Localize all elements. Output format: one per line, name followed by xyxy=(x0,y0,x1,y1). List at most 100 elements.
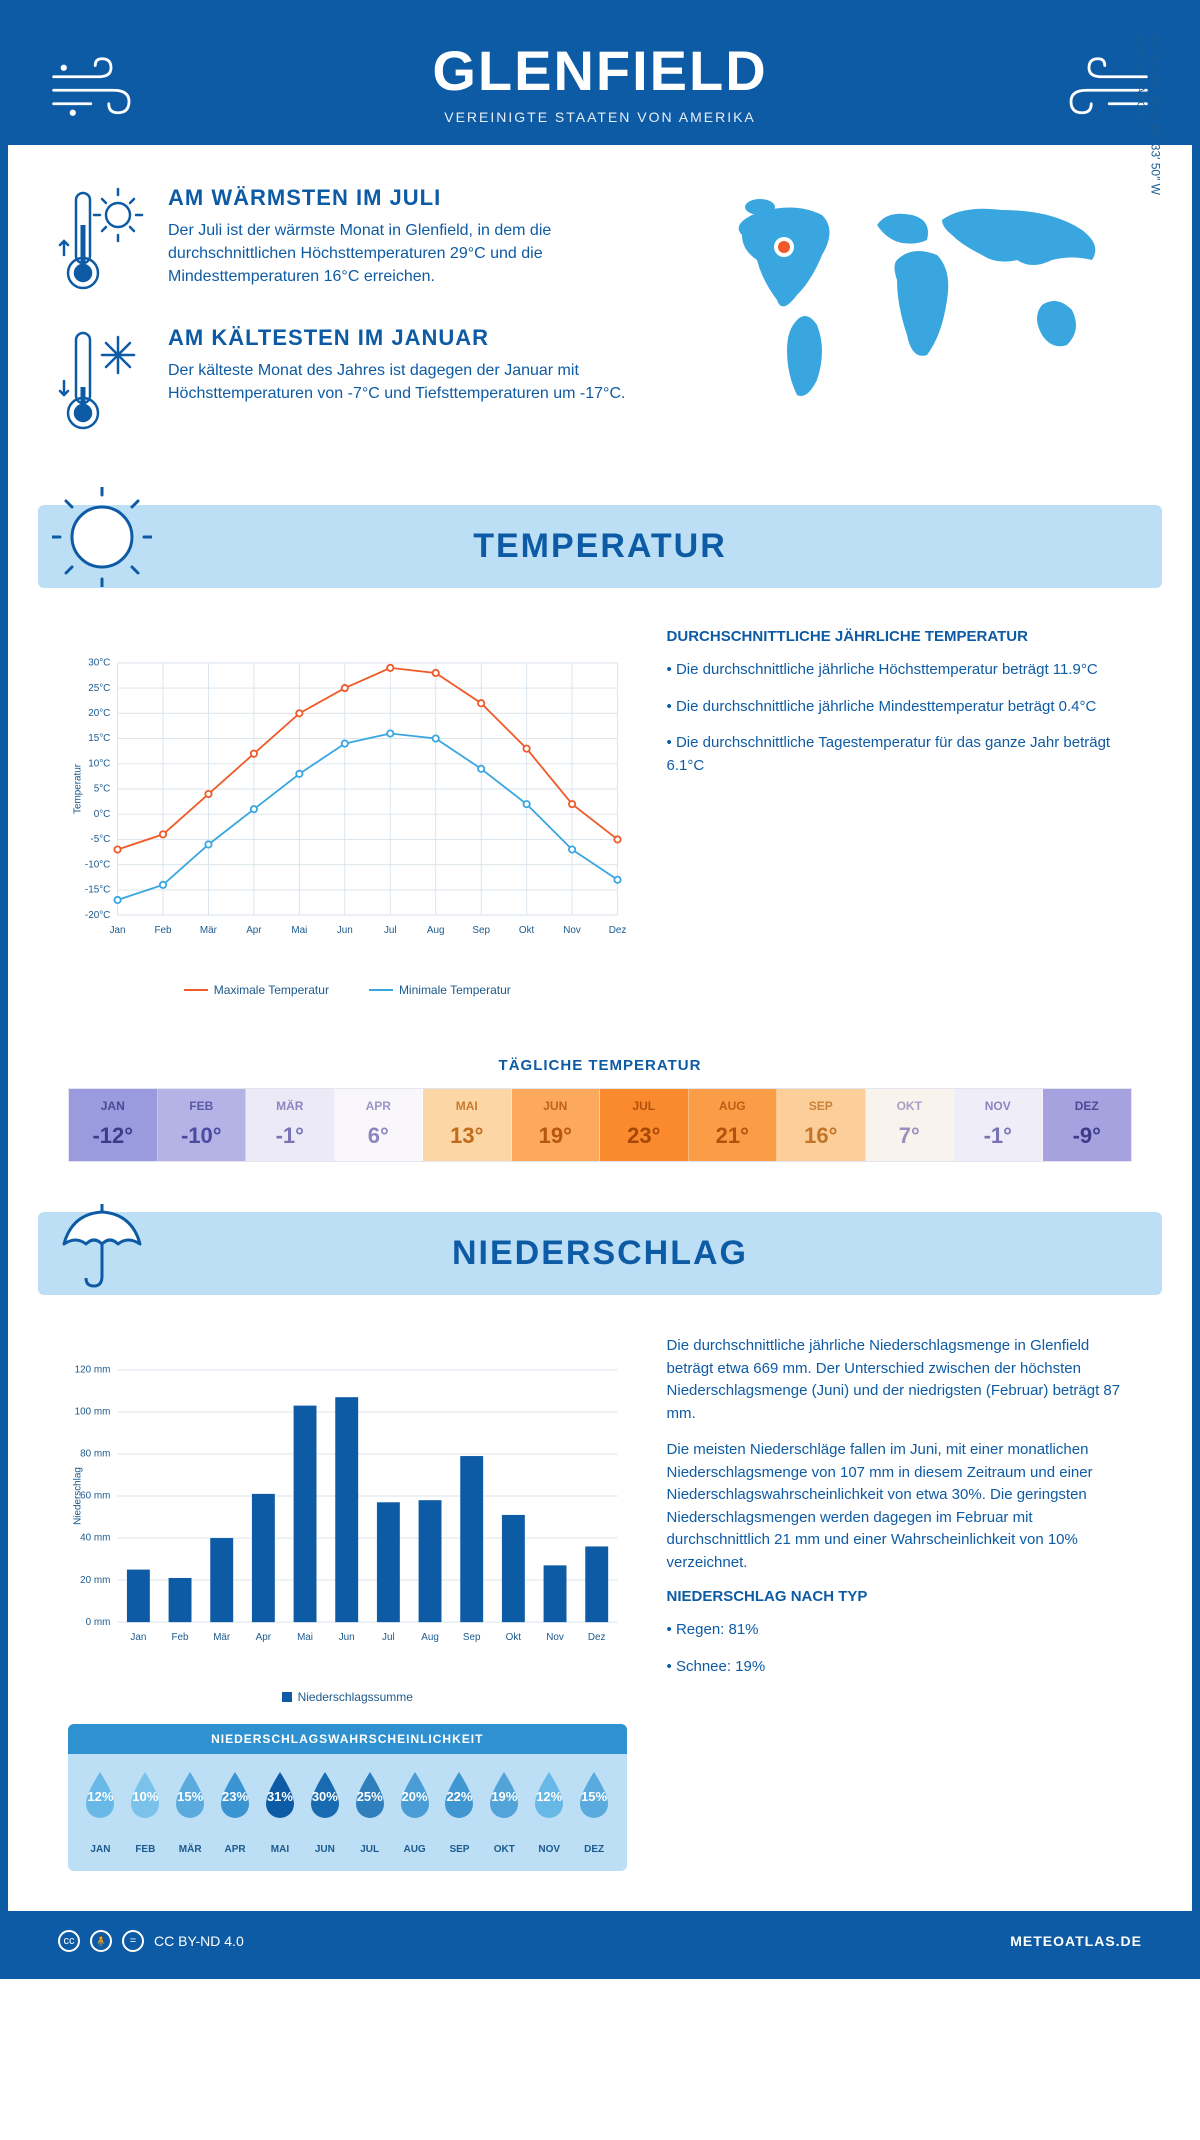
temp-cell: SEP16° xyxy=(777,1089,866,1161)
svg-text:Jun: Jun xyxy=(339,1632,355,1643)
svg-text:0°C: 0°C xyxy=(94,809,111,820)
coldest-body: Der kälteste Monat des Jahres ist dagege… xyxy=(168,359,662,405)
daily-temp-table: JAN-12°FEB-10°MÄR-1°APR6°MAI13°JUN19°JUL… xyxy=(68,1088,1132,1162)
svg-text:30°C: 30°C xyxy=(88,658,110,669)
warmest-body: Der Juli ist der wärmste Monat in Glenfi… xyxy=(168,219,662,289)
svg-text:Dez: Dez xyxy=(609,925,627,936)
svg-text:Jun: Jun xyxy=(337,925,353,936)
svg-text:Apr: Apr xyxy=(256,1632,272,1643)
infographic-container: GLENFIELD VEREINIGTE STAATEN VON AMERIKA xyxy=(0,0,1200,1979)
svg-text:0 mm: 0 mm xyxy=(86,1617,111,1628)
drop-cell: 12% NOV xyxy=(527,1768,572,1855)
temp-note: • Die durchschnittliche Tagestemperatur … xyxy=(667,732,1132,777)
drop-cell: 19% OKT xyxy=(482,1768,527,1855)
svg-text:Mär: Mär xyxy=(213,1632,231,1643)
temp-cell: JUL23° xyxy=(600,1089,689,1161)
nd-icon: = xyxy=(122,1930,144,1952)
drop-cell: 20% AUG xyxy=(392,1768,437,1855)
city-title: GLENFIELD xyxy=(28,38,1172,103)
by-icon: 🧍 xyxy=(90,1930,112,1952)
precipitation-bar-chart: 0 mm20 mm40 mm60 mm80 mm100 mm120 mmJanF… xyxy=(68,1335,627,1675)
svg-text:Okt: Okt xyxy=(506,1632,522,1643)
temp-cell: NOV-1° xyxy=(954,1089,1043,1161)
precip-note: Die meisten Niederschläge fallen im Juni… xyxy=(667,1439,1132,1574)
coordinates: 47° 27′ 25″ N — 98° 33′ 50″ W NORTH DAKO… xyxy=(1134,34,1162,195)
drop-cell: 31% MAI xyxy=(258,1768,303,1855)
coldest-fact: AM KÄLTESTEN IM JANUAR Der kälteste Mona… xyxy=(58,325,662,435)
svg-text:Dez: Dez xyxy=(588,1632,606,1643)
svg-text:40 mm: 40 mm xyxy=(80,1533,110,1544)
svg-text:20°C: 20°C xyxy=(88,708,110,719)
drop-cell: 15% DEZ xyxy=(572,1768,617,1855)
precip-type: • Regen: 81% xyxy=(667,1619,1132,1642)
svg-text:25°C: 25°C xyxy=(88,683,110,694)
svg-text:Feb: Feb xyxy=(154,925,172,936)
svg-text:Jan: Jan xyxy=(110,925,126,936)
svg-text:Mär: Mär xyxy=(200,925,218,936)
svg-text:5°C: 5°C xyxy=(94,784,111,795)
precip-banner: NIEDERSCHLAG xyxy=(38,1212,1162,1295)
temp-cell: APR6° xyxy=(335,1089,424,1161)
drop-cell: 10% FEB xyxy=(123,1768,168,1855)
temp-cell: MAI13° xyxy=(423,1089,512,1161)
temp-section-title: TEMPERATUR xyxy=(58,527,1142,566)
temp-cell: JUN19° xyxy=(512,1089,601,1161)
drop-cell: 30% JUN xyxy=(302,1768,347,1855)
svg-text:Niederschlag: Niederschlag xyxy=(73,1467,84,1525)
svg-text:Nov: Nov xyxy=(546,1632,564,1643)
svg-text:Nov: Nov xyxy=(563,925,581,936)
daily-temp-title: TÄGLICHE TEMPERATUR xyxy=(8,1057,1192,1074)
precip-type-heading: NIEDERSCHLAG NACH TYP xyxy=(667,1588,1132,1605)
umbrella-icon xyxy=(52,1194,152,1294)
drop-cell: 12% JAN xyxy=(78,1768,123,1855)
bar-legend: Niederschlagssumme xyxy=(68,1690,627,1704)
temp-cell: OKT7° xyxy=(866,1089,955,1161)
temp-notes-heading: DURCHSCHNITTLICHE JÄHRLICHE TEMPERATUR xyxy=(667,628,1132,645)
svg-text:Mai: Mai xyxy=(291,925,307,936)
temp-cell: FEB-10° xyxy=(158,1089,247,1161)
svg-text:-20°C: -20°C xyxy=(85,910,110,921)
temperature-line-chart: -20°C -15°C -10°C -5°C 0°C 5°C 10°C 15°C 20°C 25°… xyxy=(68,628,627,968)
drop-cell: 15% MÄR xyxy=(168,1768,213,1855)
cc-icon: cc xyxy=(58,1930,80,1952)
precip-prob-title: NIEDERSCHLAGSWAHRSCHEINLICHKEIT xyxy=(68,1724,627,1754)
temp-note: • Die durchschnittliche jährliche Höchst… xyxy=(667,659,1132,682)
svg-text:Temperatur: Temperatur xyxy=(73,763,84,814)
precip-probability-box: NIEDERSCHLAGSWAHRSCHEINLICHKEIT 12% JAN … xyxy=(68,1724,627,1871)
temp-cell: MÄR-1° xyxy=(246,1089,335,1161)
svg-text:Apr: Apr xyxy=(246,925,262,936)
temperature-banner: TEMPERATUR xyxy=(38,505,1162,588)
svg-text:Okt: Okt xyxy=(519,925,535,936)
svg-text:100 mm: 100 mm xyxy=(75,1407,111,1418)
temp-cell: DEZ-9° xyxy=(1043,1089,1132,1161)
svg-text:Sep: Sep xyxy=(472,925,490,936)
precip-type: • Schnee: 19% xyxy=(667,1656,1132,1679)
svg-text:Jul: Jul xyxy=(382,1632,395,1643)
precip-note: Die durchschnittliche jährliche Niedersc… xyxy=(667,1335,1132,1425)
svg-text:Jul: Jul xyxy=(384,925,397,936)
temp-cell: AUG21° xyxy=(689,1089,778,1161)
svg-text:-5°C: -5°C xyxy=(90,834,110,845)
svg-text:Mai: Mai xyxy=(297,1632,313,1643)
world-map-icon xyxy=(702,185,1122,425)
svg-text:-15°C: -15°C xyxy=(85,885,110,896)
line-legend: Maximale Temperatur Minimale Temperatur xyxy=(68,983,627,997)
svg-text:Jan: Jan xyxy=(130,1632,146,1643)
svg-text:80 mm: 80 mm xyxy=(80,1449,110,1460)
svg-text:20 mm: 20 mm xyxy=(80,1575,110,1586)
svg-text:15°C: 15°C xyxy=(88,733,110,744)
footer: cc 🧍 = CC BY-ND 4.0 METEOATLAS.DE xyxy=(8,1911,1192,1971)
svg-text:-10°C: -10°C xyxy=(85,859,110,870)
site-name: METEOATLAS.DE xyxy=(1010,1933,1142,1949)
svg-text:Aug: Aug xyxy=(427,925,445,936)
thermometer-cold-icon xyxy=(58,325,148,435)
country-subtitle: VEREINIGTE STAATEN VON AMERIKA xyxy=(28,109,1172,125)
summary-row: AM WÄRMSTEN IM JULI Der Juli ist der wär… xyxy=(8,145,1192,495)
drop-cell: 25% JUL xyxy=(347,1768,392,1855)
warmest-title: AM WÄRMSTEN IM JULI xyxy=(168,185,662,211)
coldest-title: AM KÄLTESTEN IM JANUAR xyxy=(168,325,662,351)
svg-text:10°C: 10°C xyxy=(88,758,110,769)
header: GLENFIELD VEREINIGTE STAATEN VON AMERIKA xyxy=(8,8,1192,145)
svg-text:120 mm: 120 mm xyxy=(75,1365,111,1376)
drop-cell: 22% SEP xyxy=(437,1768,482,1855)
